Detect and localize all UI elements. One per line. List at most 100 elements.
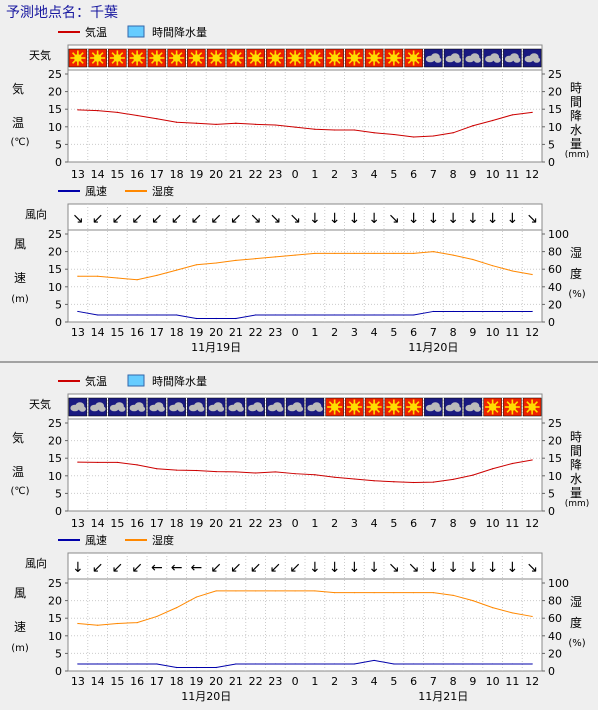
block1-temp-line-point — [531, 111, 533, 113]
block2-temp-axis-label: 温 — [12, 465, 24, 479]
block2-humidity-line-point — [452, 594, 454, 596]
block2-winddir-arrow: ↙ — [230, 560, 242, 576]
cloud-icon — [287, 402, 304, 412]
block2-hour-label-2: 7 — [430, 675, 437, 688]
block2-hour-label-2: 13 — [71, 675, 85, 688]
block2-humidity-line-point — [77, 622, 79, 625]
block2-humidity-line-point — [432, 592, 434, 594]
block2-winddir-arrow: ↓ — [309, 560, 321, 576]
block1-winddir-arrow: ↘ — [289, 211, 301, 227]
block2-wind-line-point — [255, 663, 257, 665]
block1-ytick-label: 15 — [48, 103, 62, 116]
block1-hour-label-2: 8 — [450, 326, 457, 339]
block1-humidity-line-point — [176, 269, 178, 271]
sun-icon — [311, 54, 319, 62]
block1-hour-label-2: 7 — [430, 326, 437, 339]
block1-humidity-line-point — [432, 251, 434, 253]
block1-hour-label: 10 — [486, 168, 500, 181]
block1-y2tick-label: 20 — [548, 86, 562, 99]
block1-hour-label-2: 17 — [150, 326, 164, 339]
sun-icon — [330, 403, 339, 411]
block2-humidity-line-point — [176, 607, 178, 609]
block2-date-label: 11月21日 — [418, 690, 468, 703]
block2-ytick-label: 20 — [48, 435, 62, 448]
block2-temp-line-point — [531, 459, 533, 461]
block1-winddir-arrow: ↓ — [487, 211, 499, 227]
block2-weather-label: 天気 — [29, 397, 51, 411]
block1-top-legend-label-0: 気温 — [85, 25, 107, 39]
block2-hour-label-2: 18 — [170, 675, 184, 688]
sun-icon — [350, 403, 359, 411]
block2-hour-label-2: 20 — [209, 675, 223, 688]
block1-hour-label: 8 — [450, 168, 457, 181]
block2-temp-line-point — [116, 461, 118, 464]
block2-hour-label: 18 — [170, 517, 184, 530]
block2-humidity-line-point — [353, 592, 355, 594]
cloud-icon — [445, 402, 462, 412]
block2-temp-line-point — [156, 468, 158, 470]
block1-humid-ytick-label: 100 — [548, 228, 569, 241]
block1-humidity-line-point — [472, 258, 474, 261]
block2-hour-label-2: 16 — [130, 675, 144, 688]
cloud-icon — [504, 53, 521, 63]
block2-temp-axis-label: 気 — [12, 430, 24, 445]
block2-winddir-label: 風向 — [25, 556, 47, 570]
block1-bottom-legend-label-0: 風速 — [85, 185, 107, 198]
block2-hour-label: 12 — [525, 517, 539, 530]
block1-hour-label-2: 11 — [505, 326, 519, 339]
block1-temp-line — [77, 109, 533, 138]
sun-icon — [291, 54, 299, 62]
block1-wind-axis-label: 風 — [14, 237, 26, 251]
sun-icon — [74, 54, 82, 62]
block2-humidity-line-point — [136, 622, 138, 624]
block1-humidity-line-point — [77, 275, 79, 277]
block2-ytick-label: 10 — [48, 470, 62, 483]
block1-temp-line-point — [116, 111, 118, 113]
block2-humid-ytick-label: 80 — [548, 595, 562, 608]
block2-winddir-arrow: ↘ — [526, 560, 538, 576]
block2-top-legend-swatch-1 — [127, 374, 145, 387]
block1-hour-label: 3 — [351, 168, 358, 181]
block1-hour-label: 16 — [130, 168, 144, 181]
block1-temp-line-point — [97, 110, 99, 112]
block1-hour-label: 13 — [71, 168, 85, 181]
block1-wind-line-point — [97, 314, 99, 316]
block1-wind-line-point — [511, 310, 513, 313]
cloud-icon — [445, 53, 462, 63]
cloud-icon — [524, 53, 541, 63]
block1-humid-ytick-label: 20 — [548, 298, 562, 311]
block1-temp-line-point — [353, 129, 355, 131]
block1-winddir-arrow: ↓ — [368, 211, 380, 227]
sun-icon — [330, 54, 339, 62]
block1-winddir-arrow: ↘ — [270, 211, 282, 227]
block1-humidity-line-point — [195, 264, 197, 266]
block2-humidity-line-point — [195, 596, 197, 598]
block2-temp-line-point — [195, 469, 197, 472]
block2-humidity-line-point — [235, 590, 237, 592]
block1-hour-label-2: 14 — [91, 326, 105, 339]
sun-icon — [93, 54, 102, 62]
block2-temp-line-point — [274, 471, 276, 473]
cloud-icon — [485, 53, 501, 63]
block2-precip-axis-label: 時 — [570, 430, 582, 444]
cloud-icon — [188, 402, 205, 412]
block2-humid-ytick-label: 40 — [548, 630, 562, 643]
block1-temp-axis-label: 温 — [12, 116, 24, 130]
block2-temp-line-point — [413, 481, 415, 484]
sun-icon — [370, 54, 378, 62]
block2-hour-label: 19 — [189, 517, 203, 530]
block2-winddir-arrow: ← — [171, 560, 183, 576]
block1-hour-label-2: 6 — [410, 326, 417, 339]
block1-humidity-line-point — [452, 254, 454, 256]
block2-y2tick-label: 10 — [548, 470, 562, 483]
block1-top-legend-label-1: 時間降水量 — [152, 25, 207, 39]
block1-hour-label: 11 — [505, 168, 519, 181]
cloud-icon — [90, 402, 106, 412]
block2-hour-label-2: 9 — [469, 675, 476, 688]
block2-humid-ytick-label: 0 — [548, 665, 555, 678]
block1-hour-label-2: 19 — [189, 326, 203, 339]
block2-temp-line-point — [373, 480, 375, 482]
block1-humidity-line-point — [413, 252, 415, 254]
sun-icon — [390, 54, 398, 62]
block2-humidity-line — [77, 590, 533, 626]
